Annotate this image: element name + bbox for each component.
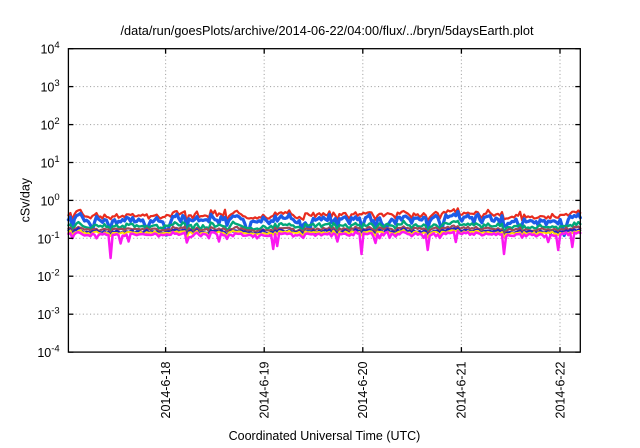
svg-text:2014-6-19: 2014-6-19 — [258, 361, 272, 418]
svg-text:2014-6-18: 2014-6-18 — [159, 361, 173, 418]
svg-text:cSv/day: cSv/day — [19, 177, 33, 222]
svg-text:2014-6-20: 2014-6-20 — [356, 361, 370, 418]
svg-text:Coordinated Universal Time (UT: Coordinated Universal Time (UTC) — [229, 429, 421, 443]
svg-text:/data/run/goesPlots/archive/20: /data/run/goesPlots/archive/2014-06-22/0… — [121, 24, 535, 38]
svg-text:2014-6-21: 2014-6-21 — [455, 361, 469, 418]
svg-text:2014-6-22: 2014-6-22 — [553, 361, 567, 418]
